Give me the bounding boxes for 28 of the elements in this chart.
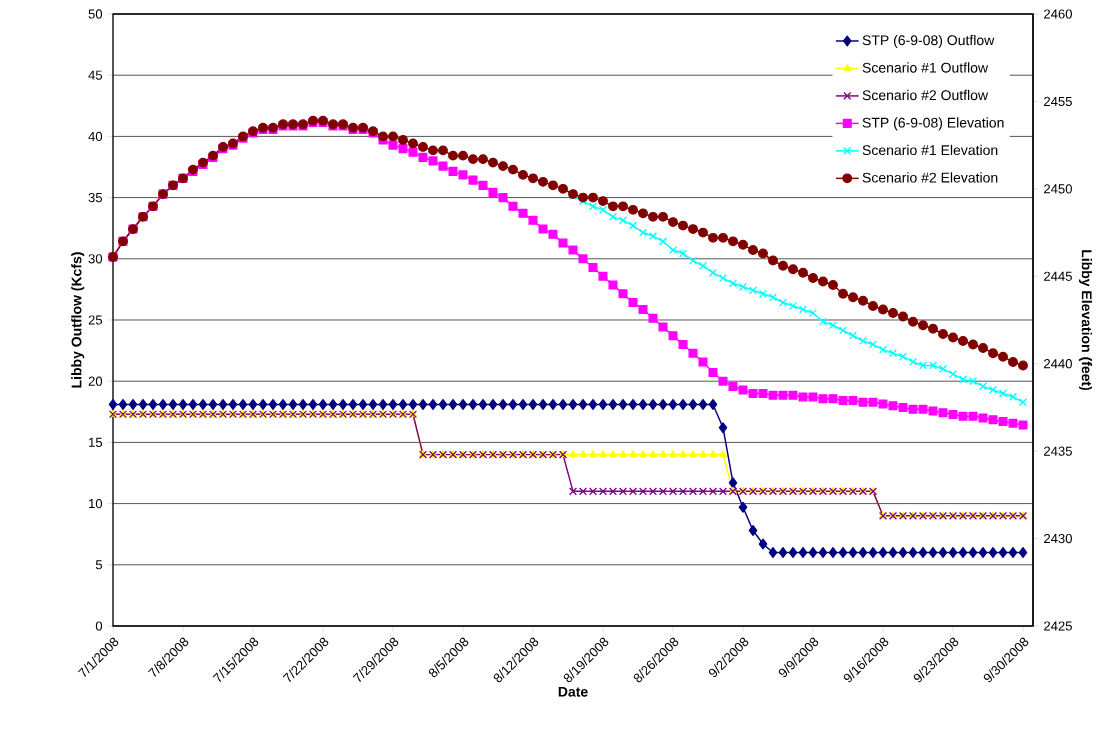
y-tick-label: 10	[89, 498, 103, 509]
legend-label: STP (6-9-08) Elevation	[862, 117, 1004, 131]
y2-tick-label: 2445	[1044, 271, 1072, 281]
y-tick-label: 35	[88, 192, 103, 203]
y-tick-label: 30	[88, 254, 103, 264]
y-tick-label: 5	[95, 560, 103, 570]
y-tick-label: 25	[88, 315, 103, 325]
y-tick-label: 40	[88, 131, 103, 142]
y2-tick-label: 2435	[1044, 446, 1072, 456]
y2-tick-label: 2440	[1044, 359, 1072, 369]
x-axis-title: Date	[558, 686, 588, 697]
legend-label: Scenario #1 Outflow	[862, 62, 989, 73]
y2-tick-label: 2460	[1044, 9, 1072, 19]
y-tick-label: 15	[89, 437, 103, 447]
y2-tick-label: 2430	[1044, 533, 1072, 544]
y2-tick-label: 2425	[1044, 621, 1072, 631]
y-axis-title: Libby Outflow (Kcfs)	[71, 252, 85, 388]
y-tick-label: 50	[88, 9, 103, 19]
y-tick-label: 0	[95, 621, 103, 631]
y2-tick-label: 2455	[1044, 96, 1072, 107]
legend-label: Scenario #2 Elevation	[862, 172, 998, 183]
y2-axis-title: Libby Elevation (feet)	[1078, 250, 1093, 391]
y-tick-label: 20	[88, 376, 103, 386]
y-tick-label: 45	[88, 70, 103, 80]
legend-label: Scenario #1 Elevation	[862, 144, 998, 156]
legend-label: STP (6-9-08) Outflow	[862, 34, 995, 48]
y2-tick-label: 2450	[1044, 184, 1072, 194]
legend-label: Scenario #2 Outflow	[862, 89, 989, 101]
